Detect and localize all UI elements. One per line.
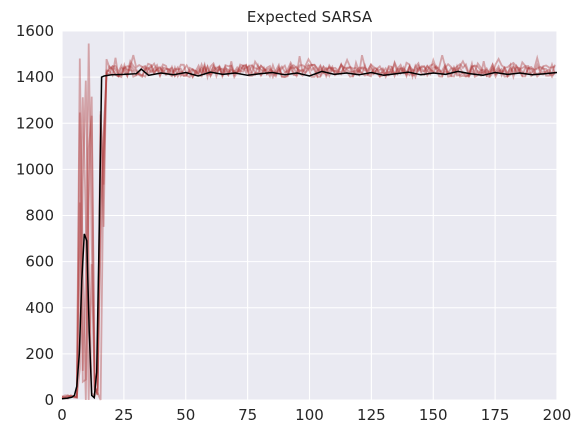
x-tick-label: 25 [114,406,133,424]
y-tick-label: 0 [44,391,54,409]
x-tick-label: 75 [238,406,257,424]
x-tick-label: 125 [357,406,386,424]
y-tick-label: 800 [25,207,54,225]
x-tick-label: 200 [543,406,572,424]
y-tick-label: 1200 [16,114,54,132]
grid [61,30,558,401]
x-tick-label: 50 [176,406,195,424]
run-line [61,43,556,399]
mean-line-group [61,68,558,400]
run-line [61,57,556,400]
y-tick-label: 200 [25,345,54,363]
x-axis: 0 25 50 75 100 125 150 175 200 [57,406,571,424]
x-tick-label: 100 [295,406,324,424]
y-axis: 0 200 400 600 800 1000 1200 1400 1600 [16,22,54,409]
x-tick-label: 150 [419,406,448,424]
run-lines [61,43,556,401]
y-tick-label: 600 [25,253,54,271]
x-tick-label: 175 [481,406,510,424]
run-line [62,54,556,401]
y-tick-label: 1000 [16,160,54,178]
chart-title: Expected SARSA [247,8,373,26]
y-tick-label: 1600 [16,22,54,40]
x-tick-label: 0 [57,406,67,424]
mean-line [61,68,558,400]
run-line [61,54,556,401]
y-tick-label: 400 [25,299,54,317]
y-tick-label: 1400 [16,68,54,86]
